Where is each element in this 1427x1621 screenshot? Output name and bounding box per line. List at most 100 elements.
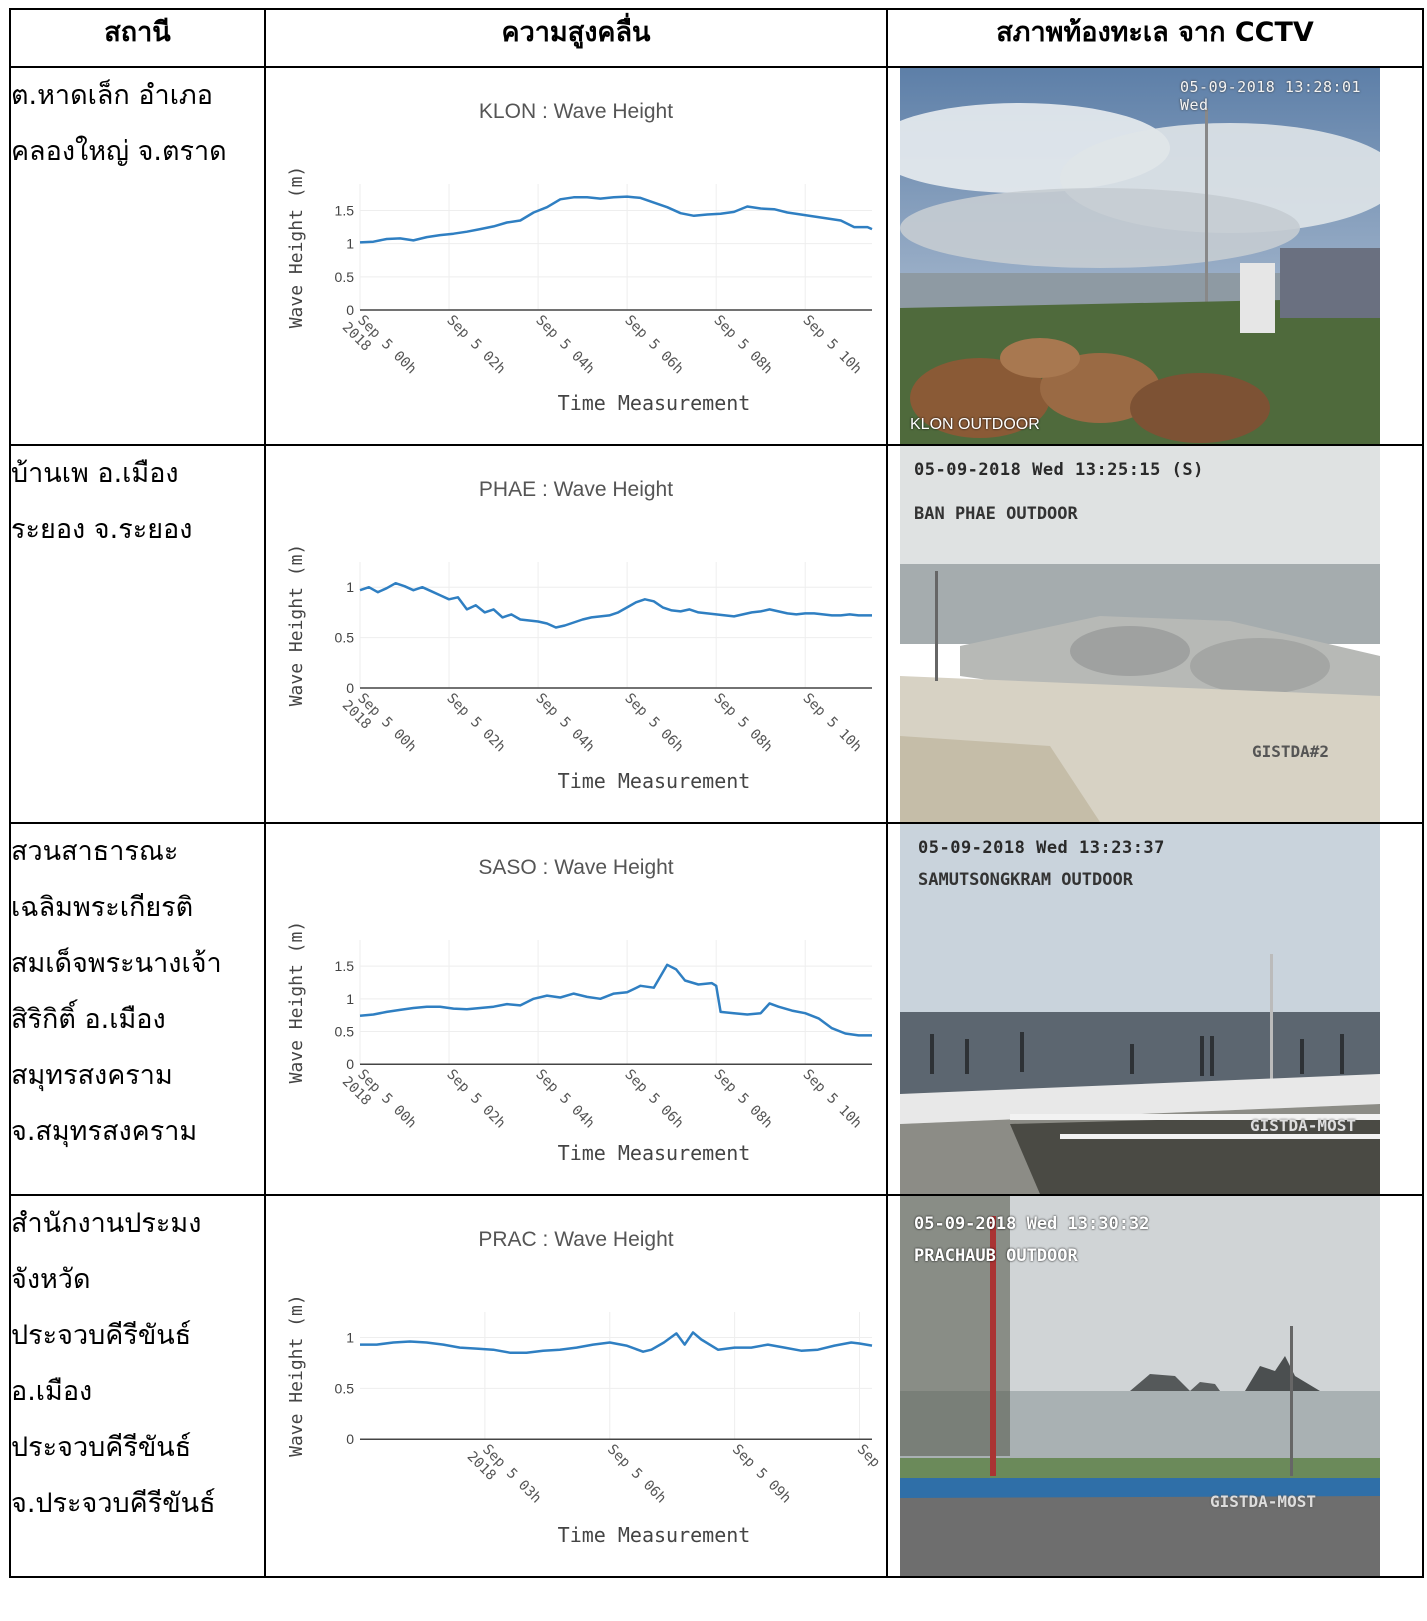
cctv-scene [900, 69, 1380, 443]
y-axis-label: Wave Height (m) [286, 1294, 307, 1457]
x-tick-text: Sep 5 08h [711, 1067, 776, 1132]
cctv-overlay-label: BAN PHAE OUTDOOR [914, 504, 1078, 524]
station-line: จังหวัด [11, 1264, 91, 1295]
series-line [359, 195, 873, 244]
x-tick-label: Sep [854, 1442, 883, 1471]
x-axis-label: Time Measurement [558, 1141, 751, 1165]
x-tick-label: Sep 5 02h [443, 1067, 508, 1132]
x-tick-label: Sep 5 02h [443, 312, 508, 377]
x-tick-text: Sep 5 10h [800, 1067, 865, 1132]
station-line: ประจวบคีรีขันธ์ [11, 1320, 192, 1351]
station-line: สมุทรสงคราม [11, 1060, 173, 1091]
station-line: สมเด็จพระนางเจ้า [11, 948, 222, 979]
header-station: สถานี [9, 8, 266, 68]
station-line: อ.เมือง [11, 1376, 93, 1407]
x-tick-label: Sep 5 09h [729, 1442, 794, 1507]
x-tick-text: Sep 5 08h [711, 690, 776, 755]
cctv-cell: 05-09-2018 Wed 13:30:32 PRACHAUB OUTDOOR… [886, 1194, 1424, 1578]
cctv-watermark: GISTDA#2 [1252, 742, 1330, 761]
x-tick-text: Sep 5 02h [443, 312, 508, 377]
x-axis-label: Time Measurement [558, 769, 751, 793]
x-tick-label: Sep 5 04h [532, 690, 597, 755]
cctv-watermark: GISTDA-MOST [1250, 1116, 1356, 1135]
header-wave-height: ความสูงคลื่น [264, 8, 888, 68]
cctv-overlay-label: PRACHAUB OUTDOOR [914, 1246, 1078, 1266]
y-axis-label: Wave Height (m) [286, 544, 307, 707]
x-tick-text: Sep 5 04h [532, 690, 597, 755]
x-tick-text: Sep 5 04h [532, 312, 597, 377]
wave-table: สถานี ความสูงคลื่น สภาพท้องทะเล จาก CCTV… [9, 8, 1424, 1578]
station-line: เฉลิมพระเกียรติ [11, 892, 194, 923]
y-tick-label: 1 [346, 1329, 354, 1345]
station-cell: บ้านเพ อ.เมือง ระยอง จ.ระยอง [9, 444, 266, 824]
cctv-scene [900, 825, 1380, 1193]
station-cell: ต.หาดเล็ก อำเภอ คลองใหญ่ จ.ตราด [9, 66, 266, 446]
series-line [359, 963, 872, 1037]
x-tick-text: Sep 5 08h [711, 312, 776, 377]
cctv-image: 05-09-2018 Wed 13:25:15 (S) BAN PHAE OUT… [900, 447, 1380, 821]
x-tick-label: Sep 5 04h [532, 312, 597, 377]
y-tick-label: 0.5 [335, 1024, 355, 1040]
chart-title: PHAE : Wave Height [479, 478, 673, 501]
y-tick-label: 1 [346, 579, 354, 595]
x-tick-text: Sep 5 04h [532, 1067, 597, 1132]
cctv-overlay-label: SAMUTSONGKRAM OUTDOOR [918, 870, 1133, 890]
cctv-cell: 05-09-2018 Wed 13:25:15 (S) BAN PHAE OUT… [886, 444, 1424, 824]
cctv-cell: 05-09-2018 13:28:01 Wed KLON OUTDOOR [886, 66, 1424, 446]
series-line [360, 1331, 873, 1354]
x-tick-label: Sep 5 06h [621, 1067, 686, 1132]
station-line: บ้านเพ อ.เมือง [11, 458, 179, 489]
table-row: บ้านเพ อ.เมือง ระยอง จ.ระยอง PHAE : Wave… [9, 444, 1424, 824]
table-row: ต.หาดเล็ก อำเภอ คลองใหญ่ จ.ตราด KLON : W… [9, 66, 1424, 446]
y-tick-label: 0 [346, 1056, 354, 1072]
station-line: คลองใหญ่ จ.ตราด [11, 136, 227, 167]
y-tick-label: 0.5 [335, 1380, 355, 1396]
x-tick-label: Sep 5 06h [604, 1442, 669, 1507]
x-tick-text: Sep [854, 1442, 883, 1471]
x-axis-label: Time Measurement [558, 391, 751, 415]
cctv-timestamp: 05-09-2018 Wed 13:23:37 [918, 838, 1165, 858]
station-line: ประจวบคีรีขันธ์ [11, 1432, 192, 1463]
header-row: สถานี ความสูงคลื่น สภาพท้องทะเล จาก CCTV [9, 8, 1424, 68]
x-tick-label: Sep 5 10h [800, 690, 865, 755]
y-tick-label: 0 [346, 302, 354, 318]
x-tick-text: Sep 5 06h [621, 690, 686, 755]
y-tick-label: 0.5 [335, 269, 355, 285]
y-tick-label: 0.5 [335, 630, 355, 646]
cctv-scene [900, 447, 1380, 821]
y-tick-label: 1.5 [335, 203, 355, 219]
y-tick-label: 1.5 [335, 958, 355, 974]
station-line: สวนสาธารณะ [11, 836, 179, 867]
station-line: สำนักงานประมง [11, 1208, 202, 1239]
cctv-timestamp: 05-09-2018 Wed 13:30:32 [914, 1214, 1150, 1234]
y-axis-label: Wave Height (m) [286, 166, 307, 329]
chart-cell: SASO : Wave Height 0 0.5 1 1.5 Sep 5 00h 2018 S… [264, 822, 888, 1196]
x-axis-label: Time Measurement [558, 1523, 751, 1547]
x-tick-text: Sep 5 06h [621, 312, 686, 377]
y-tick-label: 0 [346, 680, 354, 696]
station-line: ระยอง จ.ระยอง [11, 514, 193, 545]
station-line: จ.สมุทรสงคราม [11, 1116, 198, 1147]
x-tick-text: Sep 5 10h [800, 690, 865, 755]
x-tick-text: Sep 5 02h [443, 1067, 508, 1132]
series-line [359, 581, 872, 629]
cctv-image: 05-09-2018 13:28:01 Wed KLON OUTDOOR [900, 69, 1380, 443]
cctv-image: 05-09-2018 Wed 13:23:37 SAMUTSONGKRAM OU… [900, 825, 1380, 1193]
chart-cell: PHAE : Wave Height 0 0.5 1 Sep 5 00h 2018 Sep … [264, 444, 888, 824]
x-tick-text: Sep 5 02h [443, 690, 508, 755]
chart-cell: KLON : Wave Height 0 0.5 1 1.5 Sep 5 00h 2018 S… [264, 66, 888, 446]
header-cctv: สภาพท้องทะเล จาก CCTV [886, 8, 1424, 68]
table-row: สำนักงานประมง จังหวัด ประจวบคีรีขันธ์ อ.… [9, 1194, 1424, 1578]
station-cell: สำนักงานประมง จังหวัด ประจวบคีรีขันธ์ อ.… [9, 1194, 266, 1578]
x-tick-text: Sep 5 06h [604, 1442, 669, 1507]
chart-title: SASO : Wave Height [478, 856, 673, 879]
x-tick-text: Sep 5 09h [729, 1442, 794, 1507]
x-tick-text: Sep 5 06h [621, 1067, 686, 1132]
